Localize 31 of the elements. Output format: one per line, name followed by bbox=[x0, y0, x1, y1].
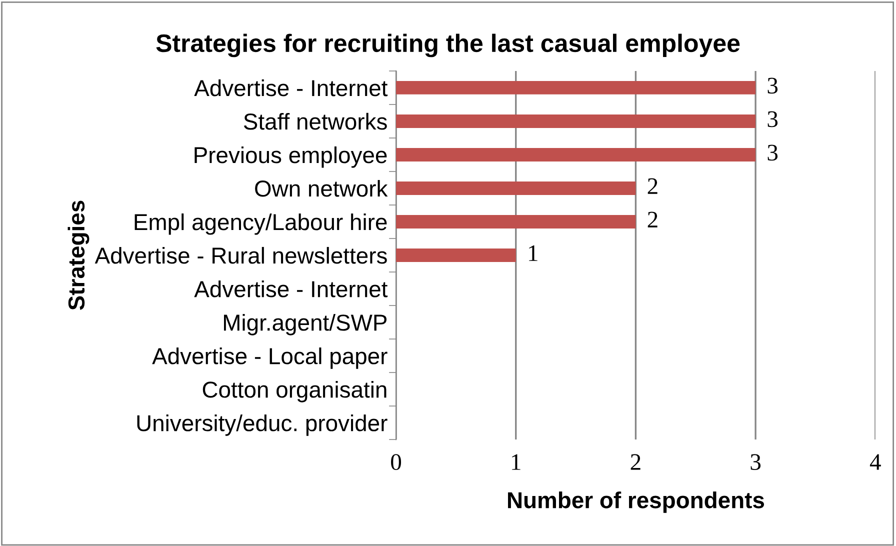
y-tick-label: Previous employee bbox=[194, 146, 387, 168]
y-tick-label: Advertise - Internet bbox=[194, 280, 388, 298]
bar bbox=[396, 81, 756, 94]
data-label: 3 bbox=[768, 111, 778, 128]
data-label: 3 bbox=[768, 144, 778, 161]
y-tick-label: Empl agency/Labour hire bbox=[134, 213, 387, 235]
data-label: 2 bbox=[648, 178, 658, 194]
bar bbox=[396, 215, 636, 228]
y-tick-label: Staff networks bbox=[244, 112, 387, 130]
y-tick-label: Own network bbox=[255, 180, 388, 197]
y-tick-label: Advertise - Local paper bbox=[152, 347, 388, 369]
chart-title: Strategies for recruiting the last casual employee bbox=[156, 34, 740, 58]
y-axis-title: Strategies bbox=[68, 200, 90, 310]
y-tick-label: University/educ. provider bbox=[137, 414, 388, 436]
x-tick-label: 2 bbox=[630, 454, 640, 470]
x-tick-label: 3 bbox=[750, 454, 761, 470]
bar bbox=[396, 182, 636, 195]
data-label: 3 bbox=[768, 78, 778, 94]
x-tick-label: 0 bbox=[391, 454, 402, 470]
x-axis-title: Number of respondents bbox=[508, 492, 764, 513]
x-tick-label: 1 bbox=[512, 454, 520, 470]
bar bbox=[396, 114, 756, 128]
y-tick-label: Advertise - Rural newsletters bbox=[94, 246, 387, 264]
y-tick-label: Advertise - Internet bbox=[194, 79, 388, 96]
y-tick-label: Migr.agent/SWP bbox=[224, 314, 386, 336]
data-label: 1 bbox=[529, 245, 538, 261]
bar bbox=[396, 148, 756, 162]
y-tick-label: Cotton organisatin bbox=[202, 380, 386, 402]
bar bbox=[396, 248, 516, 262]
data-label: 2 bbox=[648, 212, 658, 228]
x-tick-label: 4 bbox=[870, 454, 881, 470]
